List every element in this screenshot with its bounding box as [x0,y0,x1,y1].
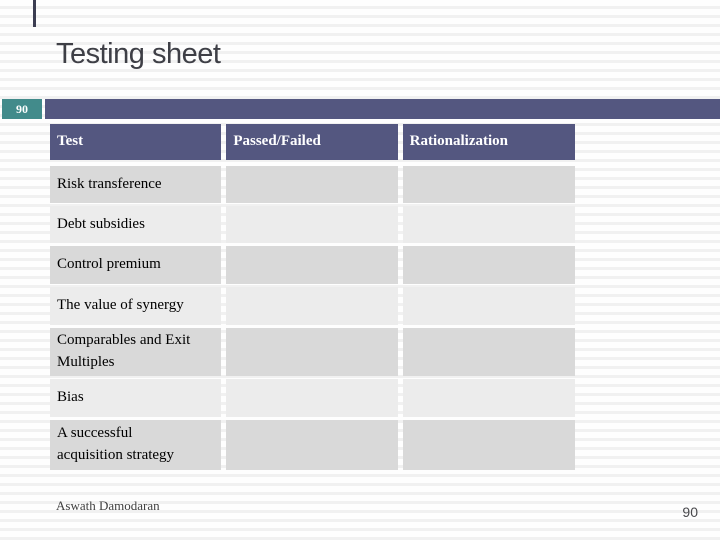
cell-rationalization [402,206,575,243]
cell-passed-failed [226,420,398,470]
table-row-control-premium: Control premium [50,246,575,284]
table-row-bias: Bias [50,379,575,417]
cell-passed-failed [226,166,398,203]
table-row-debt-subsidies: Debt subsidies [50,206,575,243]
testing-table: Test Passed/Failed Rationalization Risk … [50,124,575,473]
cell-passed-failed [226,287,398,325]
cell-rationalization [402,287,575,325]
cell-rationalization [402,328,575,376]
slide-title: Testing sheet [56,38,221,70]
cell-rationalization [402,420,575,470]
table-row-successful-acquisition-strategy: A successful acquisition strategy [50,420,575,470]
accent-header-bar [45,99,720,119]
top-left-tick-mark [33,0,36,27]
cell-passed-failed [226,206,398,243]
footer-page-number: 90 [682,504,698,520]
table-row-comparables-exit-multiples: Comparables and Exit Multiples [50,328,575,376]
table-header-rationalization: Rationalization [402,124,575,160]
cell-rationalization [402,379,575,417]
cell-test: Debt subsidies [50,206,222,243]
cell-passed-failed [226,246,398,284]
cell-passed-failed [226,328,398,376]
cell-rationalization [402,246,575,284]
slide-number-badge: 90 [2,99,42,119]
cell-test: Risk transference [50,166,222,203]
cell-rationalization [402,166,575,203]
cell-test: Comparables and Exit Multiples [50,328,222,376]
slide-number-badge-text: 90 [16,101,28,116]
table-header-row: Test Passed/Failed Rationalization [50,124,575,160]
footer-author: Aswath Damodaran [56,498,160,513]
cell-test: Bias [50,379,222,417]
cell-test: Control premium [50,246,222,284]
table-header-passed-failed: Passed/Failed [226,124,398,160]
cell-test: A successful acquisition strategy [50,420,222,470]
cell-test: The value of synergy [50,287,222,325]
table-header-test: Test [50,124,222,160]
table-row-risk-transference: Risk transference [50,166,575,203]
table-row-value-of-synergy: The value of synergy [50,287,575,325]
cell-passed-failed [226,379,398,417]
